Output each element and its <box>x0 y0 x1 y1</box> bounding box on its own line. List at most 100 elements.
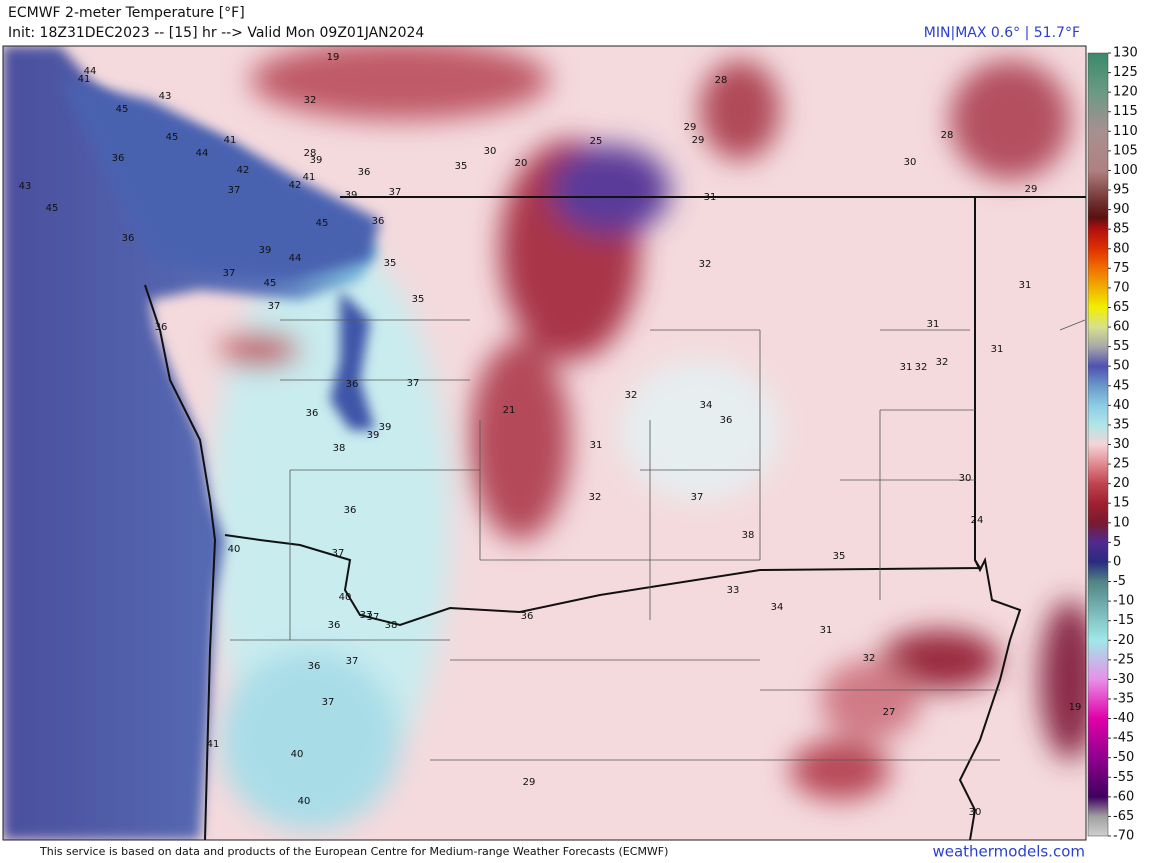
colorbar-label: 80 <box>1113 241 1130 256</box>
colorbar-label: 70 <box>1113 280 1130 295</box>
station-temp: 37 <box>346 656 359 667</box>
station-temp: 42 <box>237 165 250 176</box>
station-temp: 39 <box>367 430 380 441</box>
station-temp: 34 <box>771 602 784 613</box>
station-temp: 19 <box>327 52 340 63</box>
station-temp: 31 <box>1019 280 1032 291</box>
colorbar-label: -20 <box>1113 633 1134 648</box>
station-temp: 37 <box>223 268 236 279</box>
colorbar-label: 25 <box>1113 457 1130 472</box>
station-temp: 44 <box>84 66 97 77</box>
station-temp: 32 <box>304 95 317 106</box>
site-link[interactable]: weathermodels.com <box>932 843 1085 861</box>
station-temp: 37 <box>407 378 420 389</box>
station-temp: 25 <box>590 136 603 147</box>
colorbar-label: -25 <box>1113 652 1134 667</box>
colorbar-label: -45 <box>1113 731 1134 746</box>
station-temp: 35 <box>833 551 846 562</box>
station-temp: 41 <box>78 74 91 85</box>
colorbar-label: 5 <box>1113 535 1121 550</box>
station-temp: 37 <box>228 185 241 196</box>
station-temp: 34 <box>700 400 713 411</box>
colorbar-label: 100 <box>1113 163 1138 178</box>
colorbar-label: 110 <box>1113 124 1138 139</box>
colorbar-label: -15 <box>1113 613 1134 628</box>
station-temp: 45 <box>166 132 179 143</box>
station-temp: 36 <box>372 216 385 227</box>
min-max: MIN|MAX 0.6° | 51.7°F <box>924 25 1080 41</box>
station-temp: 30 <box>904 157 917 168</box>
colorbar-label: 50 <box>1113 359 1130 374</box>
station-temp: 36 <box>122 233 135 244</box>
station-temp: 29 <box>684 122 697 133</box>
colorbar-label: 0 <box>1113 554 1121 569</box>
station-temp: 44 <box>289 253 302 264</box>
station-temp: 31 <box>991 344 1004 355</box>
station-temp: 37 <box>322 697 335 708</box>
station-temp: 36 <box>306 408 319 419</box>
station-temp: 36 <box>358 167 371 178</box>
station-temp: 45 <box>316 218 329 229</box>
station-temp: 41 <box>303 172 316 183</box>
station-temp: 36 <box>344 505 357 516</box>
station-temp: 35 <box>455 161 468 172</box>
station-temp: 31 <box>820 625 833 636</box>
station-temp: 31 <box>704 192 717 203</box>
station-temp: 32 <box>589 492 602 503</box>
station-temp: 24 <box>971 515 984 526</box>
colorbar-label: 95 <box>1113 183 1130 198</box>
station-temp: 28 <box>941 130 954 141</box>
station-temp: 30 <box>969 807 982 818</box>
subtitle: Init: 18Z31DEC2023 -- [15] hr --> Valid … <box>8 25 424 41</box>
colorbar-label: 120 <box>1113 85 1138 100</box>
station-temp: 36 <box>346 379 359 390</box>
colorbar-label: 105 <box>1113 143 1138 158</box>
station-temp: 42 <box>289 180 302 191</box>
station-temp: 31 <box>927 319 940 330</box>
colorbar-label: -70 <box>1113 829 1134 844</box>
station-temp: 29 <box>523 777 536 788</box>
colorbar-label: 45 <box>1113 378 1130 393</box>
station-temp: 38 <box>742 530 755 541</box>
station-temp: 36 <box>521 611 534 622</box>
colorbar-label: 65 <box>1113 300 1130 315</box>
station-temp: 20 <box>515 158 528 169</box>
station-temp: 32 <box>936 357 949 368</box>
colorbar-label: 60 <box>1113 320 1130 335</box>
colorbar-label: 75 <box>1113 261 1130 276</box>
colorbar-label: 85 <box>1113 222 1130 237</box>
station-temp: 29 <box>692 135 705 146</box>
colorbar-label: -35 <box>1113 691 1134 706</box>
station-temp: 38 <box>385 620 398 631</box>
station-temp: 45 <box>116 104 129 115</box>
colorbar-label: 55 <box>1113 339 1130 354</box>
colorbar-label: -40 <box>1113 711 1134 726</box>
station-temp: 41 <box>224 135 237 146</box>
colorbar-label: -50 <box>1113 750 1134 765</box>
station-temp: 40 <box>291 749 304 760</box>
station-temp: 30 <box>484 146 497 157</box>
colorbar-label: 115 <box>1113 104 1138 119</box>
station-temp: 38 <box>333 443 346 454</box>
station-temp: 45 <box>264 278 277 289</box>
colorbar-label: 90 <box>1113 202 1130 217</box>
station-temp: 40 <box>298 796 311 807</box>
station-temp: 32 <box>915 362 928 373</box>
station-temp: 40 <box>228 544 241 555</box>
station-temp: 37 <box>691 492 704 503</box>
colorbar-label: 30 <box>1113 437 1130 452</box>
station-temp: 37 <box>268 301 281 312</box>
colorbar-label: -55 <box>1113 770 1134 785</box>
station-temp: 37 <box>389 187 402 198</box>
station-temp: 28 <box>715 75 728 86</box>
station-temp: 41 <box>207 739 220 750</box>
colorbar-label: -10 <box>1113 594 1134 609</box>
station-temp: 30 <box>959 473 972 484</box>
station-temp: 37 <box>332 548 345 559</box>
station-temp: 36 <box>720 415 733 426</box>
station-temp: 39 <box>345 190 358 201</box>
colorbar-label: 10 <box>1113 515 1130 530</box>
colorbar-label: 20 <box>1113 476 1130 491</box>
